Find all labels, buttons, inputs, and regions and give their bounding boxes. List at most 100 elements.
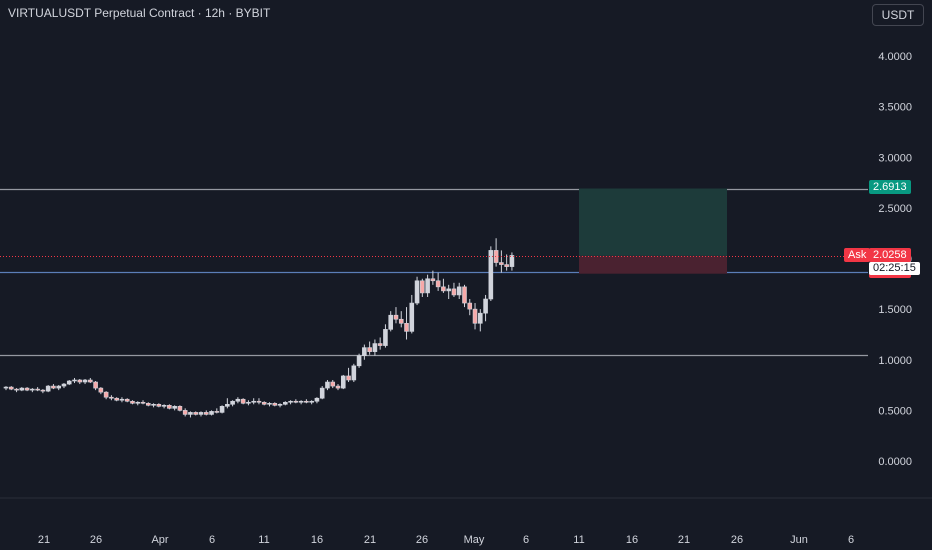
candle-body xyxy=(14,388,19,391)
candle-body xyxy=(161,405,167,407)
loss-zone[interactable] xyxy=(579,255,727,274)
time-tick-label: 26 xyxy=(416,534,428,546)
candle-body xyxy=(477,312,483,324)
candle-body xyxy=(404,322,409,332)
time-tick-label: 26 xyxy=(90,534,102,546)
candle-body xyxy=(362,347,367,357)
candle-body xyxy=(367,347,372,352)
candle-body xyxy=(145,402,151,406)
candle-body xyxy=(409,302,415,332)
time-tick-label: 21 xyxy=(364,534,376,546)
time-tick-label: 6 xyxy=(848,534,854,546)
candle-body xyxy=(293,400,299,403)
candle-body xyxy=(340,375,346,389)
candle-body xyxy=(272,402,278,406)
candle-body xyxy=(103,391,109,398)
candle-body xyxy=(188,412,193,415)
candle-body xyxy=(246,401,251,404)
candle-body xyxy=(319,387,325,399)
candle-body xyxy=(140,401,146,404)
time-tick-label: 16 xyxy=(626,534,638,546)
candle-body xyxy=(209,411,214,415)
candle-body xyxy=(72,379,77,382)
time-tick-label: 11 xyxy=(258,534,269,546)
time-axis[interactable]: 21 26 Apr 6 11 16 21 26 May 6 11 16 21 26 Jun 6 xyxy=(38,534,854,546)
candle-body xyxy=(451,288,457,296)
price-axis[interactable]: 4.00003.50003.00002.50002.00001.50001.00… xyxy=(878,51,912,468)
candle-body xyxy=(225,403,230,407)
candle-body xyxy=(304,400,309,403)
price-tick-label: 3.0000 xyxy=(878,152,912,164)
time-tick-label: May xyxy=(464,534,485,546)
candle-body xyxy=(114,397,119,401)
candle-body xyxy=(35,388,40,391)
candle-body xyxy=(256,400,262,403)
candle-body xyxy=(156,403,162,407)
candle-body xyxy=(267,402,272,405)
candle-body xyxy=(298,400,304,403)
time-tick-label: 21 xyxy=(38,534,50,546)
candle-body xyxy=(325,381,330,389)
candle-body xyxy=(425,278,430,294)
price-tick-label: 1.5000 xyxy=(878,304,912,316)
candle-body xyxy=(509,255,515,267)
candle-body xyxy=(240,398,246,404)
candle-body xyxy=(414,280,420,304)
candle-body xyxy=(435,280,441,288)
candle-body xyxy=(277,403,283,406)
candle-body xyxy=(172,406,177,409)
candle-body xyxy=(61,383,67,387)
candle-body xyxy=(504,264,509,267)
price-tick-label: 0.5000 xyxy=(878,405,912,417)
candle-body xyxy=(420,280,425,294)
candle-body xyxy=(193,412,199,415)
candle-body xyxy=(167,405,172,409)
long-position-box[interactable] xyxy=(579,188,727,274)
candle-body xyxy=(446,288,451,292)
candle-body xyxy=(441,286,446,292)
candle-body xyxy=(398,318,404,324)
candle-body xyxy=(93,381,98,389)
time-tick-label: Jun xyxy=(790,534,808,546)
currency-button[interactable]: USDT xyxy=(872,4,924,26)
candle-body xyxy=(493,250,499,263)
candle-body xyxy=(51,385,56,389)
horizontal-lines xyxy=(0,188,868,357)
candle-body xyxy=(45,385,51,392)
candle-body xyxy=(182,410,188,415)
profit-zone[interactable] xyxy=(579,188,727,256)
time-tick-label: 11 xyxy=(573,534,584,546)
price-tick-label: 4.0000 xyxy=(878,51,912,63)
time-tick-label: 26 xyxy=(731,534,743,546)
candle-body xyxy=(330,381,336,387)
candle-body xyxy=(19,387,25,391)
candle-body xyxy=(251,400,256,403)
target-price-tag: 2.6913 xyxy=(869,180,911,194)
candle-body xyxy=(214,411,220,413)
bar-countdown: 02:25:15 xyxy=(869,262,920,275)
candle-body xyxy=(314,397,320,402)
candle-body xyxy=(462,286,467,304)
candlestick-series xyxy=(3,238,515,418)
time-tick-label: 6 xyxy=(523,534,529,546)
candle-body xyxy=(124,398,130,402)
candle-body xyxy=(24,387,30,391)
candle-body xyxy=(488,250,494,300)
candle-body xyxy=(151,403,156,406)
candle-body xyxy=(30,388,35,391)
candle-body xyxy=(430,278,436,282)
candle-body xyxy=(40,389,46,392)
candle-body xyxy=(109,396,114,399)
candle-body xyxy=(388,314,394,330)
candle-body xyxy=(8,386,14,390)
candle-body xyxy=(119,398,125,401)
price-tick-label: 2.5000 xyxy=(878,203,912,215)
candle-body xyxy=(88,379,93,383)
candle-body xyxy=(135,401,141,404)
ask-label: Ask xyxy=(844,248,871,262)
price-tick-label: 1.0000 xyxy=(878,355,912,367)
candle-body xyxy=(261,401,267,405)
candle-body xyxy=(82,379,88,383)
candle-body xyxy=(356,355,362,367)
